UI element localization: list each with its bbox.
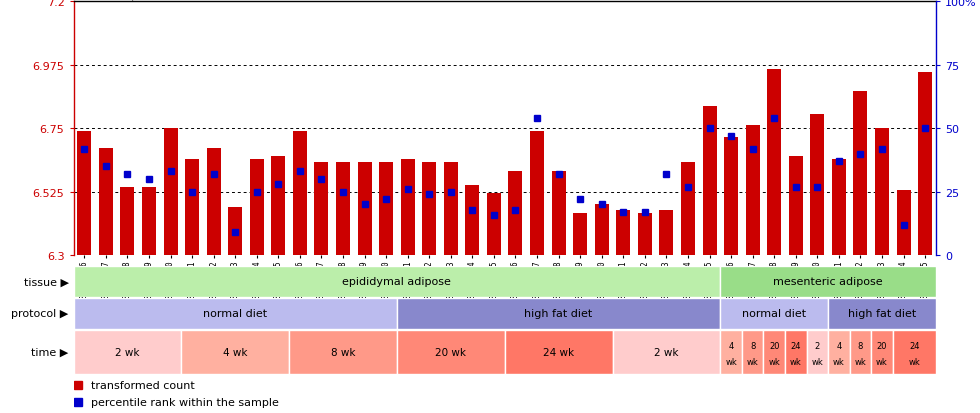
Bar — [271, 157, 285, 256]
Bar — [315, 163, 328, 256]
Text: normal diet: normal diet — [742, 309, 807, 319]
Text: normal diet: normal diet — [203, 309, 268, 319]
Bar — [142, 188, 156, 256]
Bar — [720, 298, 828, 329]
Bar — [185, 160, 199, 256]
Bar — [164, 129, 177, 256]
Text: 20 wk: 20 wk — [435, 347, 466, 357]
Bar — [660, 211, 673, 256]
Text: wk: wk — [725, 357, 737, 366]
Bar — [74, 330, 181, 374]
Bar — [573, 214, 587, 256]
Bar — [742, 330, 763, 374]
Bar — [893, 330, 936, 374]
Text: wk: wk — [747, 357, 759, 366]
Bar — [74, 298, 397, 329]
Text: wk: wk — [833, 357, 845, 366]
Text: 4 wk: 4 wk — [222, 347, 247, 357]
Bar — [293, 132, 307, 256]
Bar — [509, 171, 522, 256]
Bar — [422, 163, 436, 256]
Text: wk: wk — [876, 357, 888, 366]
Bar — [897, 191, 910, 256]
Text: transformed count: transformed count — [91, 380, 194, 389]
Bar — [397, 330, 505, 374]
Text: wk: wk — [790, 357, 802, 366]
Bar — [918, 73, 932, 256]
Bar — [850, 330, 871, 374]
Bar — [358, 163, 371, 256]
Bar — [616, 211, 630, 256]
Bar — [767, 70, 781, 256]
Text: protocol ▶: protocol ▶ — [12, 309, 69, 319]
Text: 20: 20 — [769, 341, 779, 350]
Bar — [875, 129, 889, 256]
Text: 24: 24 — [791, 341, 801, 350]
Text: high fat diet: high fat diet — [848, 309, 916, 319]
Bar — [681, 163, 695, 256]
Bar — [828, 330, 850, 374]
Text: tissue ▶: tissue ▶ — [24, 276, 69, 287]
Bar — [99, 149, 113, 256]
Text: 4: 4 — [728, 341, 734, 350]
Bar — [74, 266, 720, 297]
Text: 2 wk: 2 wk — [655, 347, 678, 357]
Bar — [444, 163, 458, 256]
Bar — [595, 205, 609, 256]
Text: 2: 2 — [814, 341, 820, 350]
Text: 20: 20 — [877, 341, 887, 350]
Text: 8: 8 — [858, 341, 863, 350]
Bar — [505, 330, 612, 374]
Text: 4: 4 — [836, 341, 842, 350]
Bar — [181, 330, 289, 374]
Bar — [397, 298, 720, 329]
Bar — [807, 330, 828, 374]
Text: wk: wk — [908, 357, 920, 366]
Bar — [228, 208, 242, 256]
Bar — [703, 106, 716, 256]
Bar — [487, 194, 501, 256]
Bar — [379, 163, 393, 256]
Text: mesenteric adipose: mesenteric adipose — [773, 276, 883, 287]
Text: 24: 24 — [909, 341, 919, 350]
Bar — [250, 160, 264, 256]
Text: wk: wk — [855, 357, 866, 366]
Bar — [207, 149, 220, 256]
Bar — [785, 330, 807, 374]
Text: wk: wk — [768, 357, 780, 366]
Bar — [401, 160, 415, 256]
Bar — [810, 115, 824, 256]
Bar — [638, 214, 652, 256]
Bar — [530, 132, 544, 256]
Bar — [336, 163, 350, 256]
Bar — [121, 188, 134, 256]
Text: percentile rank within the sample: percentile rank within the sample — [91, 397, 278, 407]
Bar — [871, 330, 893, 374]
Bar — [720, 266, 936, 297]
Text: high fat diet: high fat diet — [524, 309, 593, 319]
Bar — [552, 171, 565, 256]
Bar — [789, 157, 803, 256]
Bar — [832, 160, 846, 256]
Text: 2 wk: 2 wk — [116, 347, 139, 357]
Text: epididymal adipose: epididymal adipose — [342, 276, 452, 287]
Bar — [746, 126, 760, 256]
Bar — [828, 298, 936, 329]
Bar — [724, 137, 738, 256]
Bar — [854, 92, 867, 256]
Bar — [289, 330, 397, 374]
Text: GDS6247 / ILMN_1244675: GDS6247 / ILMN_1244675 — [70, 0, 233, 1]
Bar — [466, 185, 479, 256]
Bar — [612, 330, 720, 374]
Text: wk: wk — [811, 357, 823, 366]
Bar — [763, 330, 785, 374]
Text: 8 wk: 8 wk — [330, 347, 355, 357]
Text: time ▶: time ▶ — [31, 347, 69, 357]
Bar — [77, 132, 91, 256]
Text: 24 wk: 24 wk — [543, 347, 574, 357]
Text: 8: 8 — [750, 341, 756, 350]
Bar — [720, 330, 742, 374]
